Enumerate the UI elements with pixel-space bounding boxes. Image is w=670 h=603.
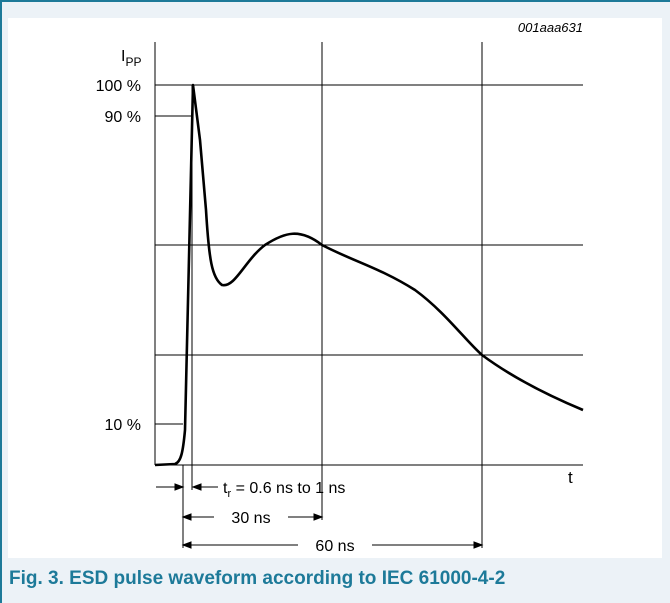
label-60ns: 60 ns xyxy=(315,538,354,555)
esd-waveform-curve xyxy=(154,83,584,467)
arrow-rise-left-head xyxy=(174,483,185,491)
figure-caption: Fig. 3. ESD pulse waveform according to … xyxy=(9,568,506,589)
panel-top-border xyxy=(0,0,670,2)
x-axis-label: t xyxy=(568,468,573,487)
tick-label-100: 100 % xyxy=(96,78,141,95)
label-30ns: 30 ns xyxy=(231,510,270,527)
tick-label-90: 90 % xyxy=(105,109,141,126)
arrow-60ns-left-head xyxy=(181,541,192,549)
tick-label-10: 10 % xyxy=(105,417,141,434)
arrow-30ns-left-head xyxy=(181,513,192,521)
arrow-30ns-right-head xyxy=(313,513,324,521)
arrow-rise-right-head xyxy=(191,483,202,491)
rise-time-label: tr = 0.6 ns to 1 ns xyxy=(223,480,345,500)
y-axis-label: IPP xyxy=(121,48,141,69)
arrow-60ns-right-head xyxy=(473,541,484,549)
plot-background xyxy=(8,18,662,558)
figure-id: 001aaa631 xyxy=(518,20,583,35)
